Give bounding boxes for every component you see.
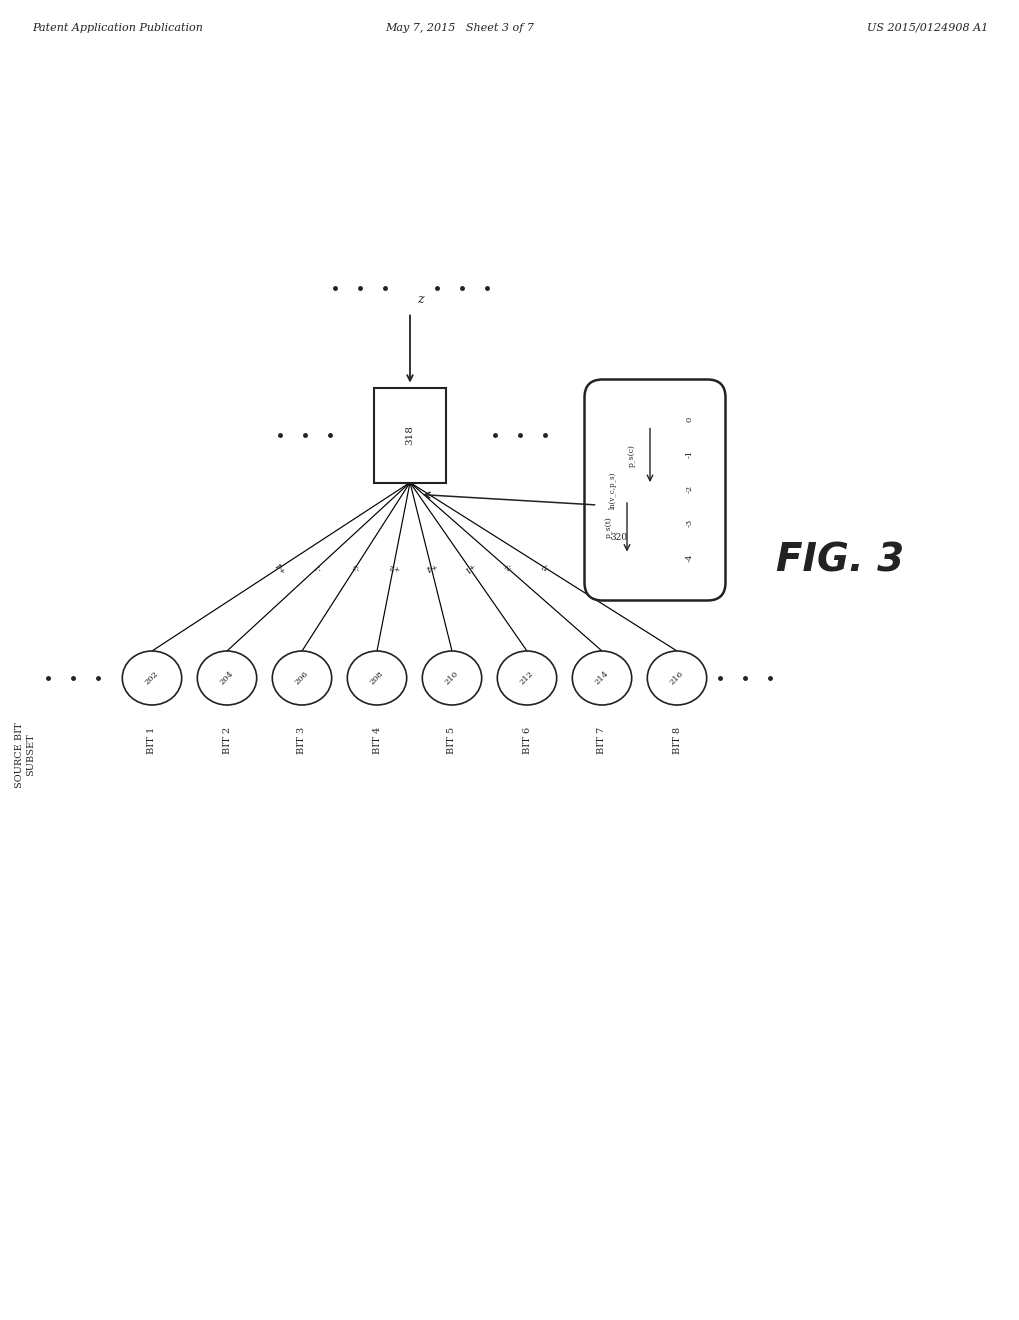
Text: z: z [417, 293, 423, 306]
Ellipse shape [647, 651, 706, 705]
Text: 202: 202 [144, 669, 160, 686]
Text: 216: 216 [667, 669, 685, 686]
Text: 206: 206 [293, 669, 310, 686]
Text: 210: 210 [443, 669, 460, 686]
Text: 212: 212 [518, 669, 535, 686]
Text: US 2015/0124908 A1: US 2015/0124908 A1 [866, 22, 987, 33]
Ellipse shape [497, 651, 556, 705]
Text: BIT 7: BIT 7 [597, 727, 606, 754]
Text: 318: 318 [406, 425, 414, 445]
Text: 204: 204 [218, 669, 235, 686]
Text: p_s(t): p_s(t) [604, 516, 612, 539]
Text: 0: 0 [685, 417, 693, 422]
Ellipse shape [272, 651, 331, 705]
Ellipse shape [572, 651, 631, 705]
Text: +1: +1 [461, 560, 475, 573]
Text: 214: 214 [593, 669, 610, 686]
Text: +2: +2 [386, 561, 399, 572]
Text: BIT 4: BIT 4 [372, 727, 381, 754]
Text: BIT 8: BIT 8 [672, 727, 681, 754]
Text: BIT 3: BIT 3 [298, 727, 306, 754]
Text: 208: 208 [368, 669, 385, 686]
Text: -3: -3 [685, 519, 693, 527]
Text: p_s(c): p_s(c) [628, 444, 636, 467]
Ellipse shape [422, 651, 481, 705]
Text: +4: +4 [424, 561, 437, 572]
Text: -1: -1 [685, 450, 693, 458]
Text: -2: -2 [500, 561, 512, 573]
Bar [374, 388, 445, 483]
Text: 320: 320 [610, 533, 627, 543]
Text: SOURCE BIT
SUBSET: SOURCE BIT SUBSET [15, 722, 35, 788]
FancyBboxPatch shape [584, 379, 725, 601]
Text: BIT 6: BIT 6 [522, 727, 531, 754]
Text: -8: -8 [537, 561, 548, 573]
Ellipse shape [197, 651, 257, 705]
Text: BIT 2: BIT 2 [222, 727, 231, 754]
Text: ln(v_c,p_s): ln(v_c,p_s) [608, 471, 616, 508]
Text: BIT 5: BIT 5 [447, 727, 457, 754]
Text: -2: -2 [685, 484, 693, 492]
Text: +4: +4 [274, 560, 287, 574]
Text: May 7, 2015   Sheet 3 of 7: May 7, 2015 Sheet 3 of 7 [385, 22, 534, 33]
Ellipse shape [122, 651, 181, 705]
Text: -4: -4 [685, 553, 693, 562]
Text: Patent Application Publication: Patent Application Publication [32, 22, 203, 33]
Ellipse shape [346, 651, 407, 705]
Text: -1: -1 [313, 561, 324, 573]
Text: -3: -3 [350, 561, 362, 573]
Text: FIG. 3: FIG. 3 [775, 541, 903, 579]
Text: BIT 1: BIT 1 [148, 727, 156, 754]
